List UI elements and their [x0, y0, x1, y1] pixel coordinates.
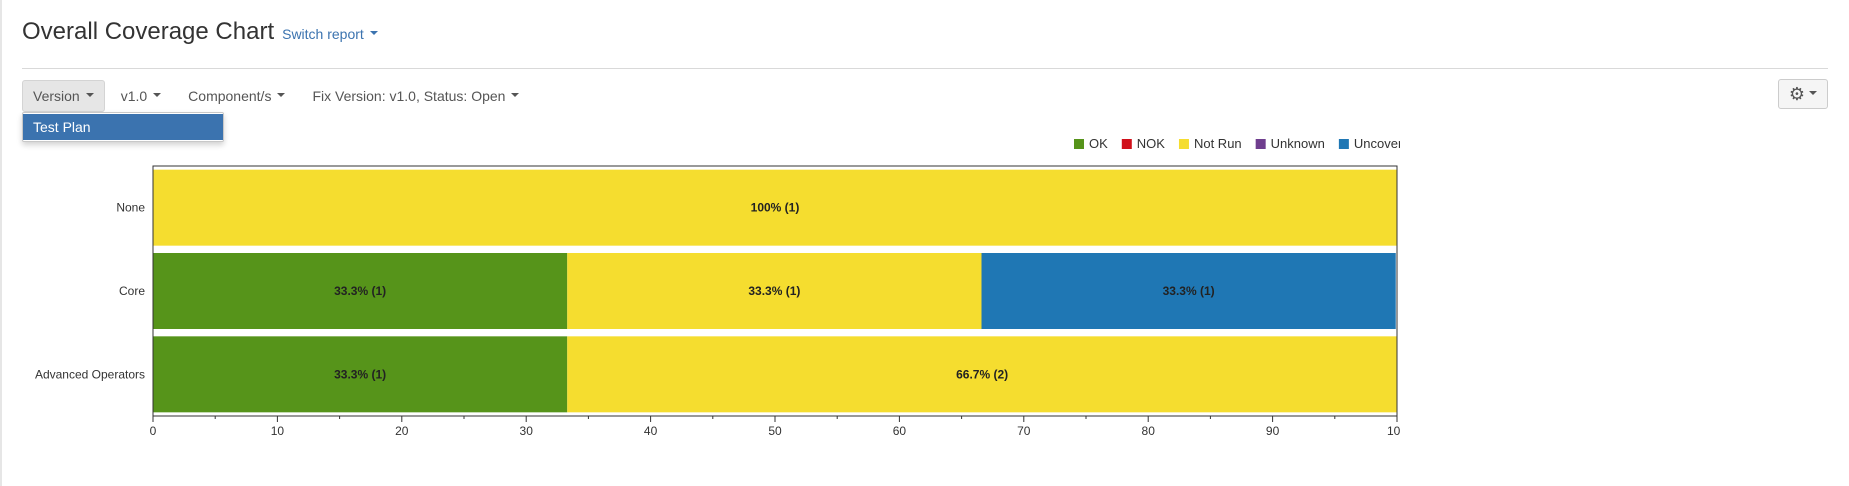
components-dropdown[interactable]: Component/s: [177, 80, 296, 112]
chevron-down-icon: [369, 31, 378, 35]
version-dropdown[interactable]: v1.0: [110, 80, 172, 112]
filter-dropdown[interactable]: Fix Version: v1.0, Status: Open: [301, 80, 530, 112]
x-tick-label: 20: [395, 424, 409, 438]
chevron-down-icon: [1809, 91, 1818, 95]
header-divider: [22, 68, 1828, 69]
chevron-down-icon: [85, 93, 94, 97]
bar-data-label: 100% (1): [751, 201, 800, 215]
bar-segment: [153, 253, 568, 329]
gear-icon: ⚙: [1788, 84, 1806, 104]
legend-label: Unknown: [1271, 136, 1325, 151]
x-tick-label: 40: [644, 424, 658, 438]
bar-data-label: 33.3% (1): [334, 367, 386, 381]
legend-label: OK: [1089, 136, 1108, 151]
x-tick-label: 80: [1142, 424, 1156, 438]
bar-segment: [153, 336, 568, 413]
group-by-menu: Test Plan: [22, 112, 224, 142]
group-by-label: Version: [33, 88, 80, 104]
components-label: Component/s: [188, 88, 272, 104]
page-left-border: [0, 0, 2, 486]
legend-label: Uncovered: [1354, 136, 1400, 151]
chevron-down-icon: [153, 93, 162, 97]
switch-report-label: Switch report: [282, 26, 364, 42]
y-tick-label: None: [116, 201, 145, 215]
coverage-chart: OK NOK Not Run Unknown Uncovered 100% (1) None…: [0, 130, 1417, 440]
version-label: v1.0: [120, 88, 148, 104]
switch-report-link[interactable]: Switch report: [282, 26, 378, 42]
page-title: Overall Coverage Chart: [22, 18, 275, 45]
report-toolbar: Version v1.0 Component/s Fix Version: v1…: [22, 80, 535, 112]
settings-button[interactable]: ⚙: [1778, 79, 1828, 109]
legend-label: NOK: [1137, 136, 1166, 151]
page-header: Overall Coverage Chart Switch report: [22, 18, 378, 54]
legend-swatch: [1338, 139, 1349, 149]
legend-swatch: [1121, 139, 1132, 149]
legend-label: Not Run: [1194, 136, 1242, 151]
bar-segment: [567, 336, 1397, 413]
x-tick-label: 50: [768, 424, 782, 438]
chevron-down-icon: [511, 93, 520, 97]
x-tick-label: 100: [1387, 424, 1400, 438]
x-tick-label: 70: [1017, 424, 1031, 438]
bar-data-label: 66.7% (2): [956, 367, 1008, 381]
coverage-chart-svg: OK NOK Not Run Unknown Uncovered 100% (1) None…: [35, 136, 1417, 438]
bar-data-label: 33.3% (1): [334, 284, 386, 298]
bar-data-label: 33.3% (1): [748, 284, 800, 298]
filter-label: Fix Version: v1.0, Status: Open: [312, 88, 506, 104]
x-tick-label: 60: [893, 424, 907, 438]
legend-swatch: [1255, 139, 1266, 149]
bar-segment: [153, 169, 1397, 246]
y-tick-label: Core: [119, 284, 145, 298]
x-tick-label: 10: [271, 424, 285, 438]
bar-segment: [567, 253, 982, 329]
legend-swatch: [1178, 139, 1189, 149]
x-tick-label: 90: [1266, 424, 1280, 438]
menu-item-test-plan[interactable]: Test Plan: [23, 114, 223, 140]
x-tick-label: 0: [150, 424, 157, 438]
y-tick-label: Advanced Operators: [35, 367, 145, 381]
chevron-down-icon: [277, 93, 286, 97]
bar-segment: [981, 253, 1396, 329]
legend-swatch: [1074, 139, 1084, 149]
bar-data-label: 33.3% (1): [1163, 284, 1215, 298]
x-tick-label: 30: [520, 424, 534, 438]
group-by-dropdown[interactable]: Version: [22, 80, 105, 112]
